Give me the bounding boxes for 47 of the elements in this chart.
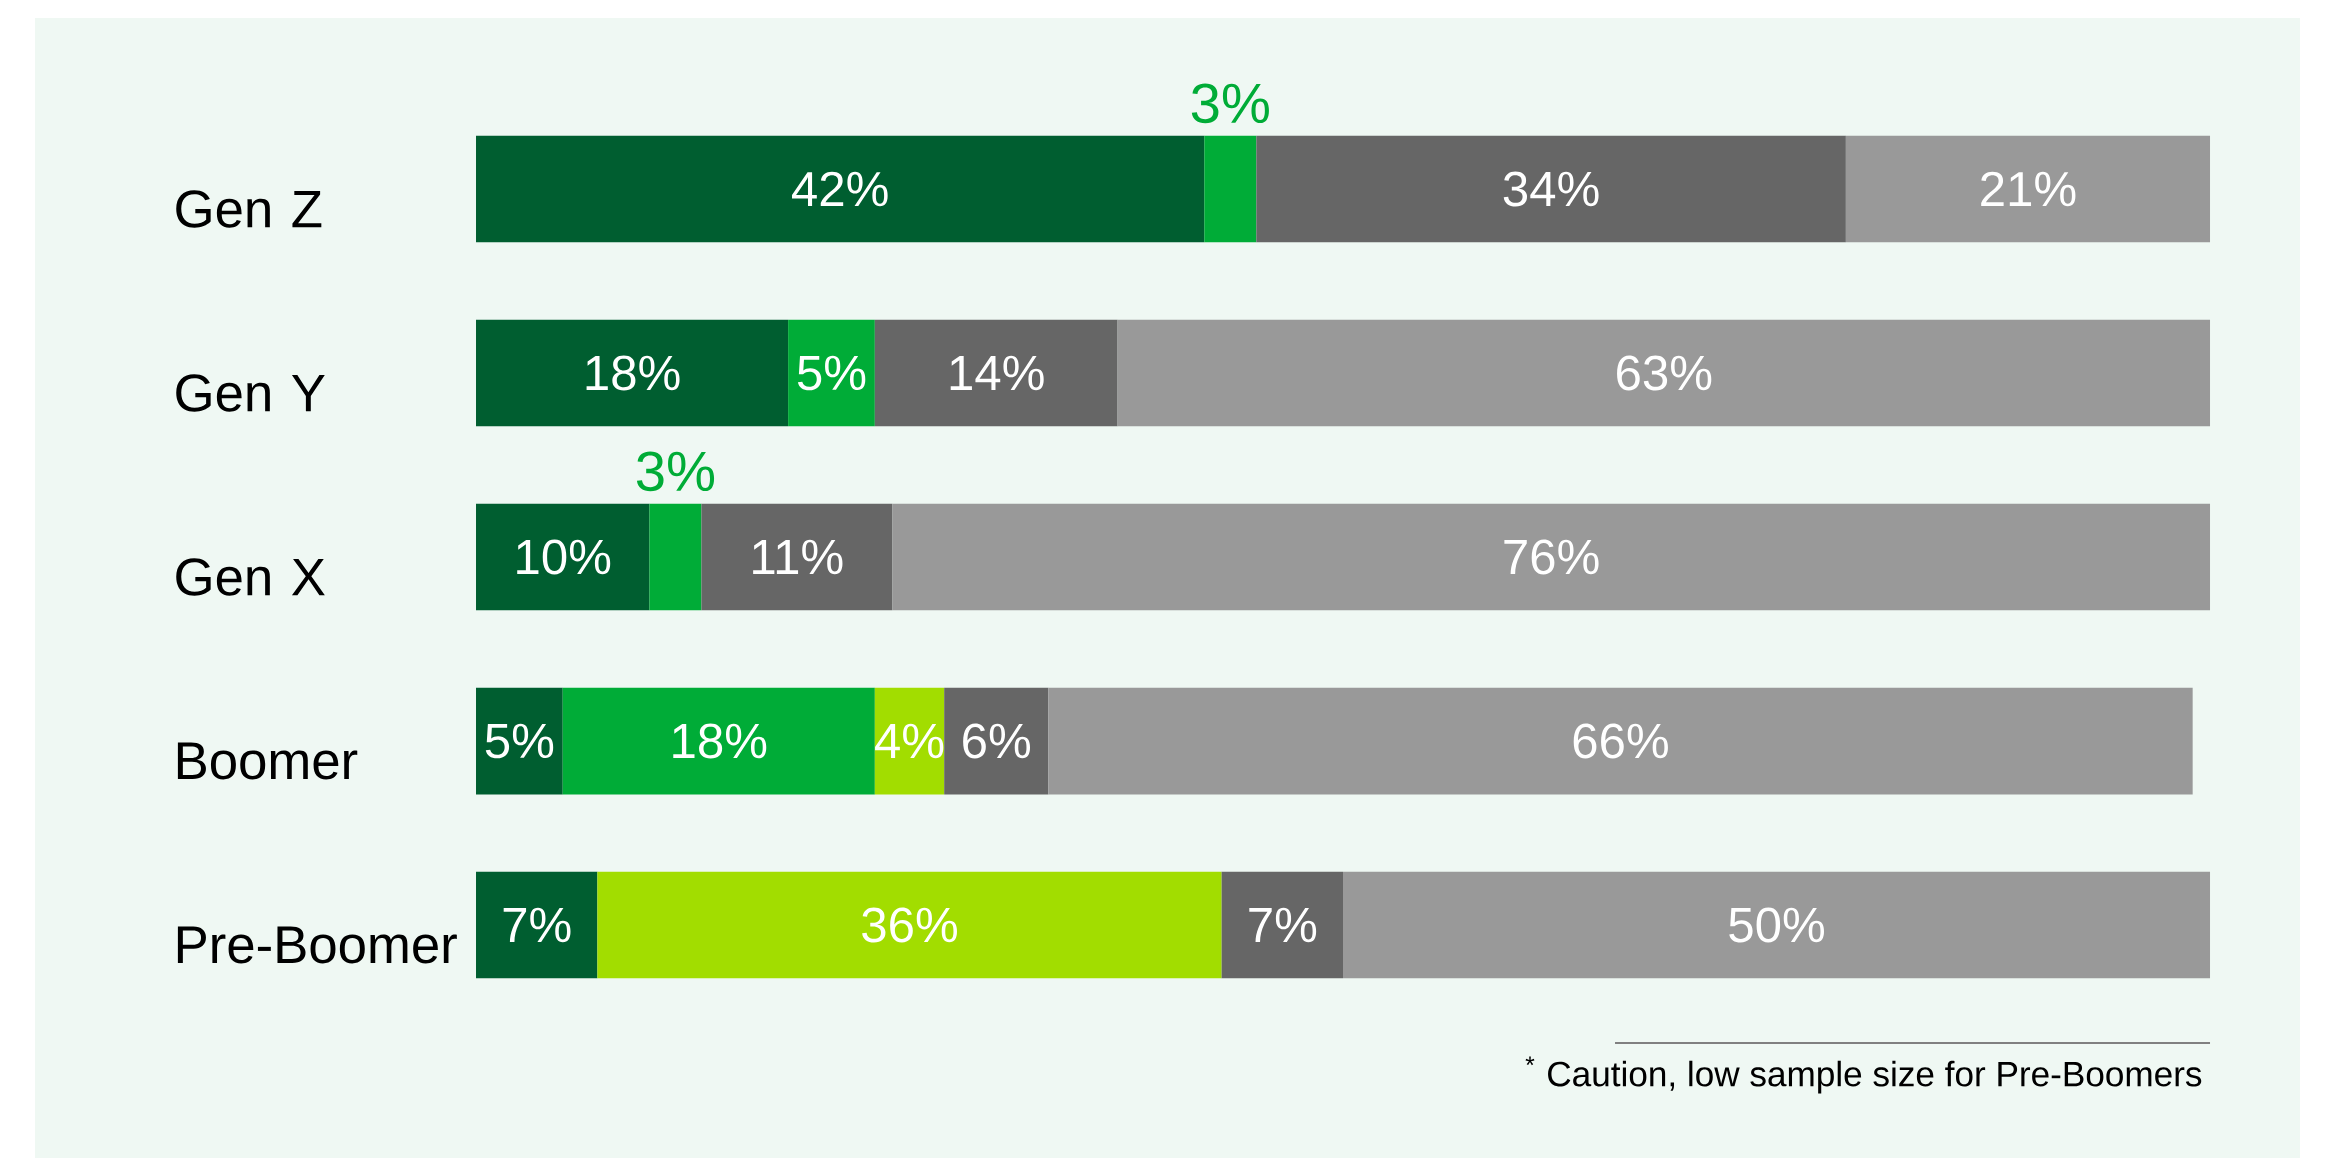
bar bbox=[1221, 871, 1344, 979]
data-label: 5% bbox=[485, 723, 554, 759]
bar bbox=[476, 687, 563, 795]
y-tick-label: Boomer bbox=[177, 742, 358, 780]
data-label: 5% bbox=[797, 355, 866, 391]
y-tick-label: Gen Z bbox=[176, 190, 322, 228]
data-label: 10% bbox=[517, 539, 611, 575]
data-label: 18% bbox=[586, 355, 680, 391]
bar bbox=[1343, 871, 2211, 979]
data-label: 6% bbox=[963, 723, 1031, 759]
bar bbox=[874, 319, 1118, 427]
data-label: 18% bbox=[673, 723, 767, 759]
bar bbox=[476, 319, 789, 427]
data-label: 42% bbox=[792, 171, 888, 207]
data-label: 7% bbox=[1249, 907, 1317, 943]
bar bbox=[562, 687, 875, 795]
data-label: 66% bbox=[1573, 723, 1668, 759]
data-label: 14% bbox=[950, 355, 1044, 391]
bar bbox=[1048, 687, 2193, 795]
data-label: 63% bbox=[1617, 355, 1712, 391]
bar bbox=[701, 503, 893, 611]
data-label: 4% bbox=[875, 723, 944, 759]
bar bbox=[1204, 135, 1257, 243]
bar bbox=[476, 871, 598, 979]
data-label: 11% bbox=[753, 539, 843, 575]
y-tick-label: Gen Y bbox=[176, 374, 325, 412]
bar bbox=[476, 503, 650, 611]
bar bbox=[944, 687, 1049, 795]
bar bbox=[892, 503, 2211, 611]
data-label: 34% bbox=[1503, 171, 1599, 207]
bar bbox=[597, 871, 1222, 979]
data-label: 21% bbox=[1981, 171, 2076, 207]
bar bbox=[476, 135, 1205, 243]
bar bbox=[1845, 135, 2211, 243]
text: $^{*}$ Caution, low sample size for Pre-Boomers bbox=[1525, 1056, 2202, 1094]
data-label: 76% bbox=[1504, 539, 1599, 575]
bar bbox=[788, 319, 875, 427]
bar bbox=[1117, 319, 2211, 427]
data-label: 50% bbox=[1729, 907, 1824, 943]
data-label: 7% bbox=[503, 907, 571, 943]
bar bbox=[649, 503, 702, 611]
data-label: 3% bbox=[1191, 83, 1269, 124]
data-label: 3% bbox=[636, 451, 715, 492]
y-tick-label: Pre-Boomer bbox=[177, 926, 457, 964]
y-tick-label: Gen X bbox=[176, 558, 325, 596]
data-label: 36% bbox=[862, 907, 957, 943]
bar bbox=[1256, 135, 1846, 243]
